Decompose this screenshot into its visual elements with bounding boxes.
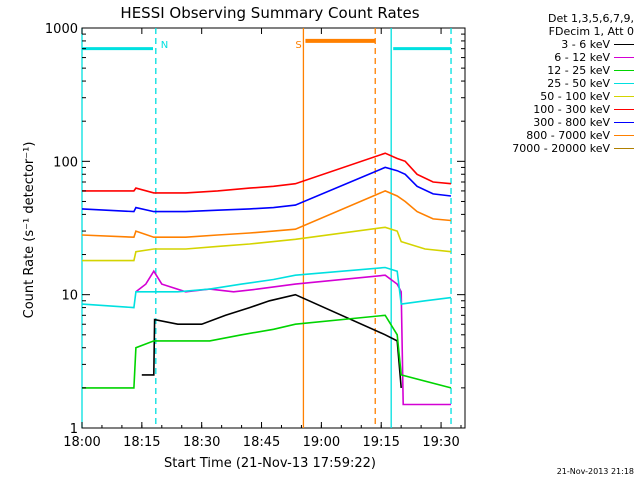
legend-entry-800-7000-kev: 800 - 7000 keV — [484, 129, 634, 142]
legend-entry-7000-20000-kev: 7000 - 20000 keV — [484, 142, 634, 155]
mode-label-n: N — [161, 40, 168, 51]
legend-swatch — [614, 44, 634, 45]
chart-title: HESSI Observing Summary Count Rates — [120, 4, 419, 22]
y-tick-label: 1000 — [45, 22, 78, 37]
legend-swatch — [614, 57, 634, 58]
x-tick-label: 19:00 — [303, 435, 340, 450]
x-tick-label: 19:30 — [422, 435, 459, 450]
mode-label-s: S — [295, 40, 301, 51]
legend-label: 3 - 6 keV — [561, 38, 610, 51]
legend-label: 300 - 800 keV — [533, 116, 610, 129]
legend-entry-300-800-kev: 300 - 800 keV — [484, 116, 634, 129]
legend-entry-12-25-kev: 12 - 25 keV — [484, 64, 634, 77]
y-tick-label: 10 — [61, 289, 78, 304]
legend-label: 12 - 25 keV — [547, 64, 610, 77]
x-tick-label: 18:45 — [243, 435, 280, 450]
legend-label: 6 - 12 keV — [554, 51, 610, 64]
legend-entry-25-50-kev: 25 - 50 keV — [484, 77, 634, 90]
legend-header-line-1: Det 1,3,5,6,7,9, — [547, 12, 634, 25]
legend-entry-6-12-kev: 6 - 12 keV — [484, 51, 634, 64]
series-line-300-800-kev — [81, 166, 452, 213]
generation-timestamp: 21-Nov-2013 21:18 — [556, 467, 634, 476]
legend-entry-3-6-kev: 3 - 6 keV — [484, 38, 634, 51]
legend-swatch — [614, 96, 634, 97]
x-tick-label: 18:30 — [183, 435, 220, 450]
x-tick-label: 18:00 — [63, 435, 100, 450]
series-line-800-7000-kev — [81, 190, 452, 239]
legend: Det 1,3,5,6,7,9, FDecim 1, Att 0 3 - 6 k… — [484, 12, 634, 155]
y-tick-label: 1 — [70, 422, 78, 437]
legend-swatch — [614, 148, 634, 149]
series-line-12-25-kev — [82, 314, 452, 389]
y-axis-label: Count Rate (s⁻¹ detector⁻¹) — [22, 142, 37, 319]
legend-label: 50 - 100 keV — [540, 90, 610, 103]
series-line-100-300-kev — [82, 152, 452, 194]
x-axis-label: Start Time (21-Nov-13 17:59:22) — [164, 456, 376, 471]
legend-label: 800 - 7000 keV — [526, 129, 610, 142]
legend-entry-100-300-kev: 100 - 300 keV — [484, 103, 634, 116]
x-tick-label: 18:15 — [123, 435, 160, 450]
legend-swatch — [614, 135, 634, 136]
y-tick-label: 100 — [53, 155, 78, 170]
legend-swatch — [614, 109, 634, 110]
series-line-25-50-kev — [81, 266, 452, 309]
x-tick-label: 19:15 — [362, 435, 399, 450]
series-line-6-12-kev — [135, 269, 451, 406]
series-line-3-6-kev — [141, 293, 402, 388]
legend-label: 7000 - 20000 keV — [512, 142, 610, 155]
legend-label: 25 - 50 keV — [547, 77, 610, 90]
legend-swatch — [614, 122, 634, 123]
legend-label: 100 - 300 keV — [533, 103, 610, 116]
legend-entry-50-100-kev: 50 - 100 keV — [484, 90, 634, 103]
legend-entries: 3 - 6 keV 6 - 12 keV 12 - 25 keV 25 - 50 ke… — [484, 38, 634, 155]
legend-swatch — [614, 83, 634, 84]
legend-swatch — [614, 70, 634, 71]
plot-frame — [81, 27, 466, 429]
series-line-50-100-kev — [82, 226, 452, 262]
legend-header-line-2: FDecim 1, Att 0 — [548, 25, 634, 38]
